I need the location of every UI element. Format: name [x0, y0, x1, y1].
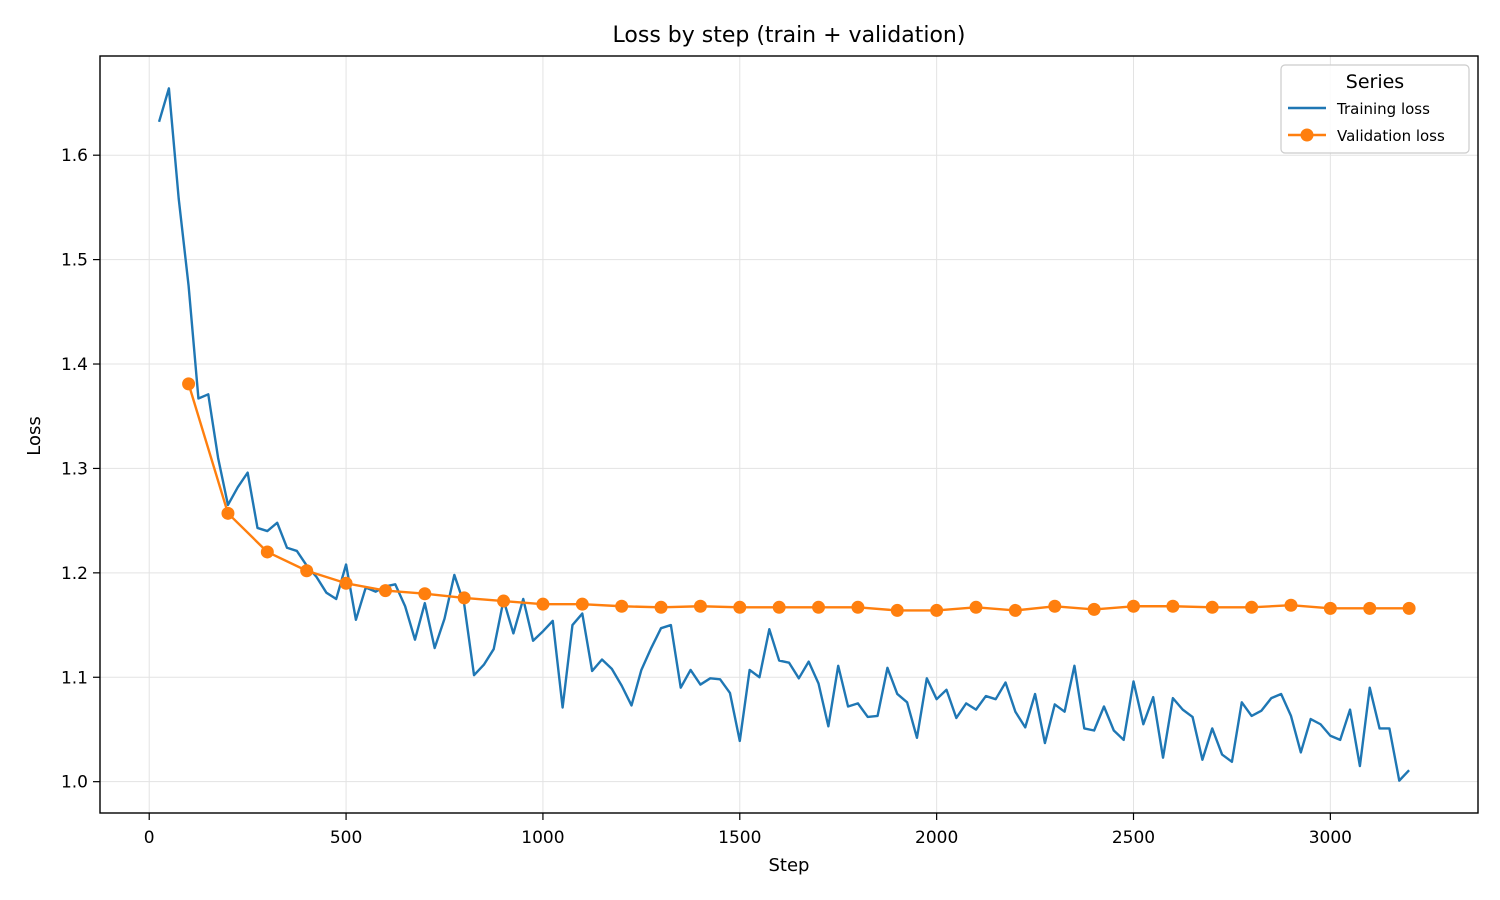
- x-tick-label: 1500: [718, 828, 761, 848]
- y-tick-label: 1.5: [61, 251, 88, 271]
- x-tick-label: 3000: [1309, 828, 1352, 848]
- data-point-validation-loss: [260, 545, 274, 559]
- data-point-validation-loss: [536, 597, 550, 611]
- data-point-validation-loss: [457, 591, 471, 605]
- chart-title: Loss by step (train + validation): [613, 23, 966, 48]
- legend-title: Series: [1346, 71, 1404, 93]
- legend-label-training: Training loss: [1336, 100, 1430, 118]
- data-point-validation-loss: [890, 603, 904, 617]
- data-point-validation-loss: [1205, 600, 1219, 614]
- y-axis-ticks: 1.0 1.1 1.2 1.3 1.4 1.5 1.6: [61, 146, 100, 793]
- data-point-validation-loss: [733, 600, 747, 614]
- data-point-validation-loss: [1363, 601, 1377, 615]
- x-tick-label: 500: [330, 828, 362, 848]
- data-point-validation-loss: [1087, 602, 1101, 616]
- y-tick-label: 1.4: [61, 355, 88, 375]
- data-point-validation-loss: [772, 600, 786, 614]
- data-point-validation-loss: [1323, 601, 1337, 615]
- x-axis-label: Step: [769, 855, 810, 876]
- data-point-validation-loss: [1166, 599, 1180, 613]
- data-point-validation-loss: [339, 576, 353, 590]
- y-tick-label: 1.0: [61, 773, 88, 793]
- data-point-validation-loss: [654, 600, 668, 614]
- data-point-validation-loss: [182, 377, 196, 391]
- data-point-validation-loss: [1048, 599, 1062, 613]
- data-point-validation-loss: [418, 587, 432, 601]
- data-point-validation-loss: [812, 600, 826, 614]
- y-tick-label: 1.3: [61, 459, 88, 479]
- data-point-validation-loss: [1008, 603, 1022, 617]
- series-layer: [157, 87, 1416, 782]
- legend-box: [1280, 64, 1470, 154]
- data-point-validation-loss: [693, 599, 707, 613]
- legend: Series Training loss Validation loss: [1280, 64, 1470, 154]
- x-tick-label: 1000: [521, 828, 564, 848]
- data-point-validation-loss: [851, 600, 865, 614]
- y-tick-label: 1.1: [61, 668, 88, 688]
- data-point-validation-loss: [1284, 598, 1298, 612]
- data-point-validation-loss: [1245, 600, 1259, 614]
- data-point-validation-loss: [575, 597, 589, 611]
- data-point-validation-loss: [300, 564, 314, 578]
- y-axis-label: Loss: [24, 416, 45, 455]
- x-axis-ticks: 0 500 1000 1500 2000 2500 3000: [144, 813, 1352, 848]
- x-tick-label: 2500: [1112, 828, 1155, 848]
- grid: [100, 56, 1478, 813]
- x-tick-label: 0: [144, 828, 155, 848]
- data-point-validation-loss: [930, 603, 944, 617]
- data-point-validation-loss: [497, 594, 511, 608]
- plot-frame: [99, 55, 1479, 814]
- x-tick-label: 2000: [915, 828, 958, 848]
- legend-label-validation: Validation loss: [1337, 127, 1445, 145]
- data-point-validation-loss: [378, 584, 392, 598]
- data-point-validation-loss: [1402, 601, 1416, 615]
- data-point-validation-loss: [615, 599, 629, 613]
- data-point-validation-loss: [969, 600, 983, 614]
- data-point-validation-loss: [1127, 599, 1140, 613]
- data-point-validation-loss: [221, 506, 235, 520]
- y-tick-label: 1.6: [61, 146, 88, 166]
- series-line-validation-loss: [187, 383, 1410, 612]
- y-tick-label: 1.2: [61, 564, 88, 584]
- legend-marker-validation: [1300, 128, 1314, 142]
